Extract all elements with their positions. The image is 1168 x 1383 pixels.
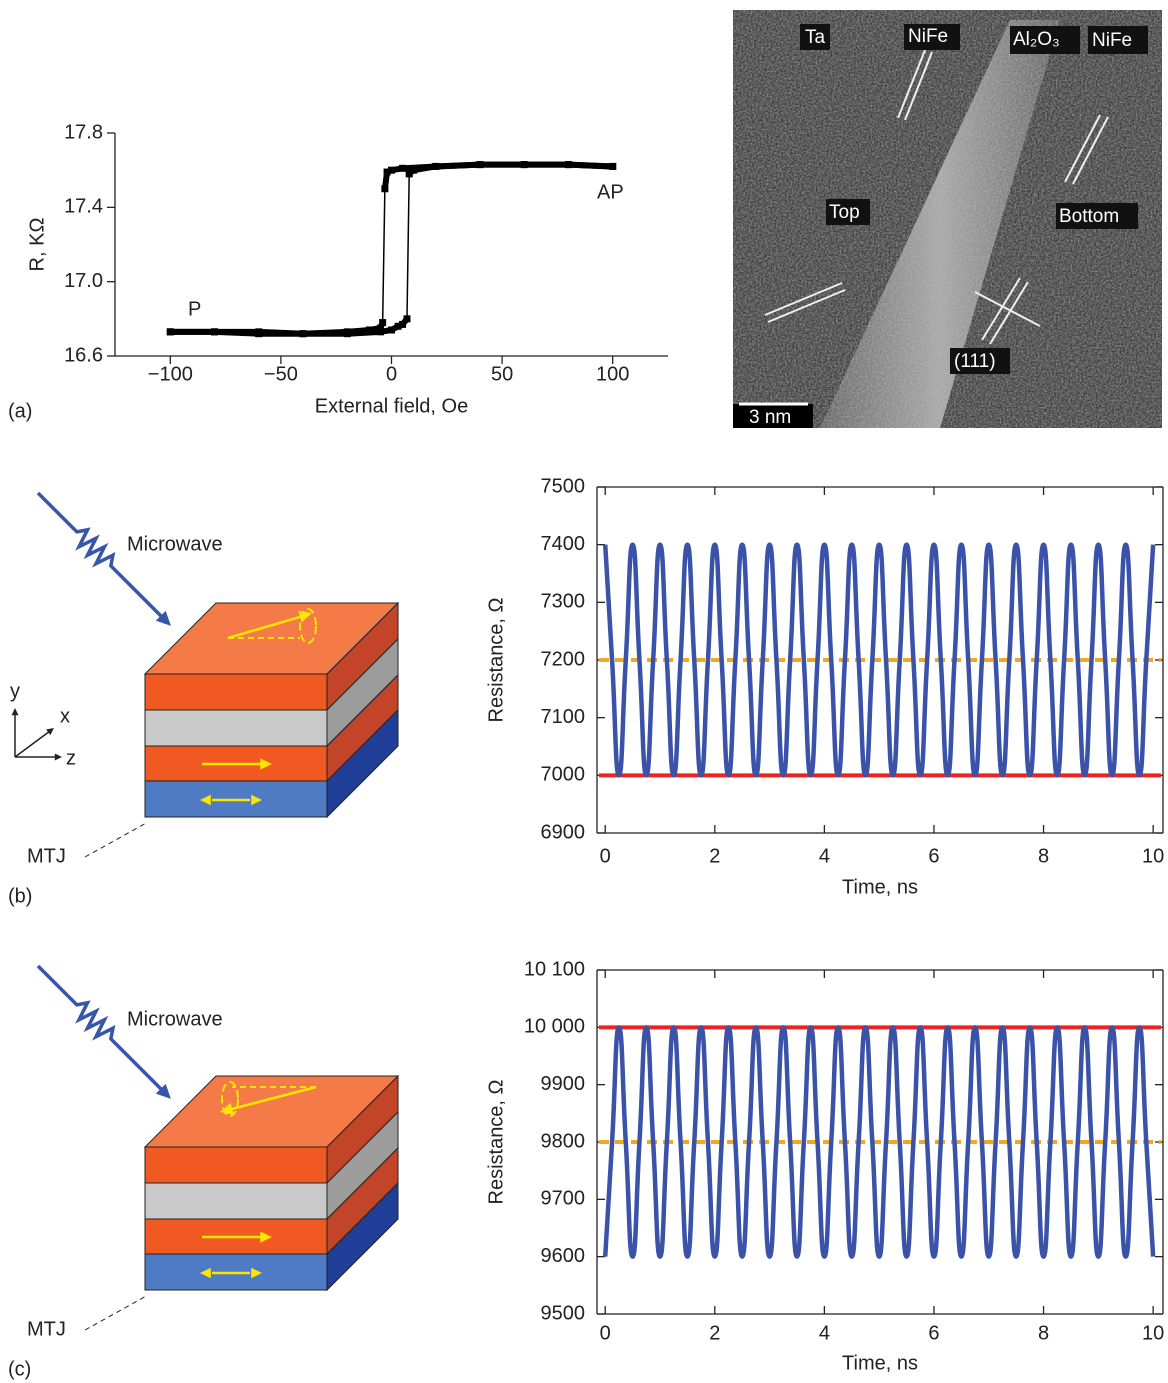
annotation: P bbox=[188, 298, 201, 320]
data-segment bbox=[398, 324, 402, 326]
x-axis-title: External field, Oe bbox=[315, 395, 468, 417]
x-tick-label: 6 bbox=[928, 1322, 939, 1344]
y-tick-label: 16.6 bbox=[64, 344, 103, 366]
layer-front bbox=[145, 674, 327, 710]
y-tick-label: 17.8 bbox=[64, 121, 103, 143]
y-tick-label: 10 000 bbox=[524, 1016, 585, 1038]
x-tick-label: 50 bbox=[491, 363, 513, 385]
y-tick-label: 7000 bbox=[541, 764, 586, 786]
annotation: AP bbox=[597, 181, 624, 203]
layer-front bbox=[145, 1183, 327, 1219]
y-tick-label: 17.0 bbox=[64, 270, 103, 292]
data-segment bbox=[568, 165, 612, 167]
x-tick-label: 10 bbox=[1142, 845, 1164, 867]
x-tick-label: 4 bbox=[819, 1322, 830, 1344]
device-label: MTJ bbox=[27, 1318, 66, 1340]
y-tick-label: 10 100 bbox=[524, 958, 585, 980]
panel-label: (b) bbox=[8, 885, 32, 907]
device-leader bbox=[85, 822, 148, 857]
y-tick-label: 7100 bbox=[541, 706, 586, 728]
y-tick-label: 9600 bbox=[541, 1245, 586, 1267]
micrograph-label: Bottom bbox=[1059, 206, 1119, 227]
figure: (a) (b) (c) P AP Ta NiFe Al₂O₃ NiFe Top … bbox=[0, 0, 1168, 1383]
y-axis-title: R, KΩ bbox=[26, 218, 48, 272]
data-segment bbox=[403, 319, 407, 325]
y-tick-label: 7500 bbox=[541, 475, 586, 497]
y-tick-label: 9500 bbox=[541, 1302, 586, 1324]
x-tick-label: 8 bbox=[1038, 845, 1049, 867]
data-segment bbox=[392, 168, 403, 170]
x-tick-label: 2 bbox=[709, 845, 720, 867]
y-tick-label: 7200 bbox=[541, 648, 586, 670]
arrow-head bbox=[55, 754, 62, 761]
y-tick-label: 7400 bbox=[541, 533, 586, 555]
x-tick-label: 10 bbox=[1142, 1322, 1164, 1344]
axis-letter: y bbox=[10, 680, 20, 702]
data-segment bbox=[215, 332, 259, 334]
panel-label: (c) bbox=[8, 1358, 31, 1380]
micrograph-label: Top bbox=[829, 202, 860, 223]
x-tick-label: 8 bbox=[1038, 1322, 1049, 1344]
y-tick-label: 6900 bbox=[541, 821, 586, 843]
y-tick-label: 17.4 bbox=[64, 196, 103, 218]
wave-label: Microwave bbox=[127, 533, 223, 555]
data-segment bbox=[387, 170, 391, 172]
y-axis-title: Resistance, Ω bbox=[485, 597, 507, 722]
scale-label: 3 nm bbox=[749, 407, 791, 428]
data-segment bbox=[403, 166, 436, 168]
data-segment bbox=[303, 332, 347, 334]
y-tick-label: 9700 bbox=[541, 1188, 586, 1210]
data-line bbox=[170, 165, 612, 334]
y-tick-label: 9800 bbox=[541, 1130, 586, 1152]
micrograph-label: (111) bbox=[954, 351, 996, 372]
data-segment bbox=[380, 323, 382, 329]
micrograph-label: NiFe bbox=[1092, 30, 1132, 51]
data-segment bbox=[436, 165, 480, 167]
y-tick-label: 7300 bbox=[541, 591, 586, 613]
x-tick-label: 6 bbox=[928, 845, 939, 867]
device-label: MTJ bbox=[27, 845, 66, 867]
wave-label: Microwave bbox=[127, 1008, 223, 1030]
arrow-head bbox=[12, 708, 19, 715]
axis-letter: x bbox=[60, 705, 70, 727]
data-segment bbox=[385, 172, 387, 189]
micrograph: Ta NiFe Al₂O₃ NiFe Top Bottom (111) 3 nm bbox=[733, 10, 1162, 428]
x-tick-label: −100 bbox=[148, 363, 193, 385]
x-tick-label: 0 bbox=[600, 845, 611, 867]
coord-axis bbox=[15, 731, 50, 757]
layer-front bbox=[145, 1147, 327, 1183]
micrograph-label: Al₂O₃ bbox=[1013, 29, 1060, 50]
x-tick-label: 4 bbox=[819, 845, 830, 867]
x-axis-title: Time, ns bbox=[842, 876, 918, 898]
x-tick-label: 0 bbox=[386, 363, 397, 385]
x-axis-title: Time, ns bbox=[842, 1352, 918, 1374]
micrograph-label: Ta bbox=[805, 27, 826, 48]
layer-front bbox=[145, 710, 327, 746]
data-segment bbox=[369, 328, 380, 330]
y-axis-title: Resistance, Ω bbox=[485, 1079, 507, 1204]
x-tick-label: 100 bbox=[596, 363, 629, 385]
data-segment bbox=[347, 330, 369, 332]
x-tick-label: 0 bbox=[600, 1322, 611, 1344]
microwave bbox=[38, 493, 164, 619]
x-tick-label: 2 bbox=[709, 1322, 720, 1344]
data-segment bbox=[392, 326, 399, 330]
device-leader bbox=[85, 1295, 148, 1330]
arrow-head bbox=[46, 728, 54, 735]
axis-letter: z bbox=[66, 747, 76, 769]
x-tick-label: −50 bbox=[264, 363, 298, 385]
panel-label: (a) bbox=[8, 400, 32, 422]
y-tick-label: 9900 bbox=[541, 1073, 586, 1095]
data-line bbox=[170, 165, 612, 334]
micrograph-label: NiFe bbox=[908, 26, 948, 47]
